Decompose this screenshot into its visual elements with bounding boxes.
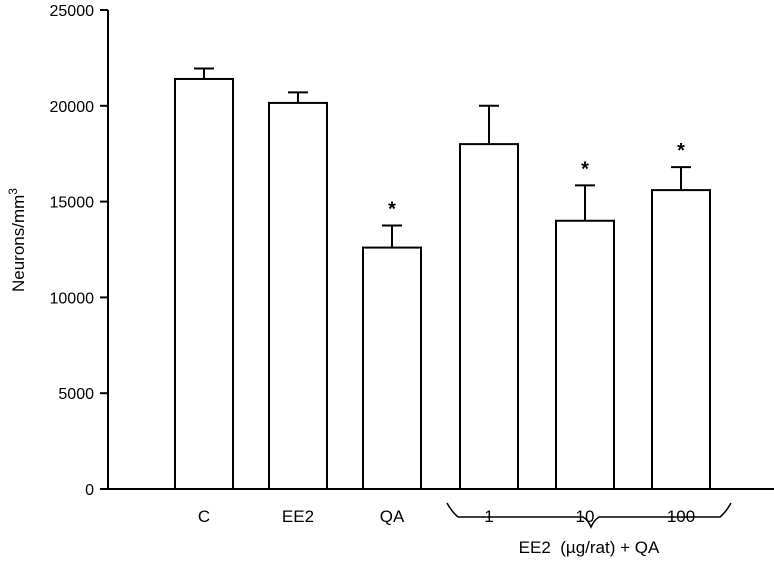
bar-ee2 xyxy=(268,101,328,491)
y-axis-title: Neurons/mm3 xyxy=(6,188,28,292)
x-tick-label: 10 xyxy=(576,507,595,526)
y-axis: 0 5000 10000 15000 20000 25000 xyxy=(50,3,109,499)
y-tick-label: 0 xyxy=(85,482,94,499)
bar-100 xyxy=(651,189,711,490)
y-tick-label: 10000 xyxy=(50,290,95,307)
error-bars-layer xyxy=(194,67,691,248)
significance-marker: * xyxy=(677,140,685,162)
y-axis-title-text: Neurons/mm xyxy=(9,195,28,292)
group-brace xyxy=(446,502,732,529)
x-tick-label: C xyxy=(198,507,210,526)
bars-layer xyxy=(174,77,711,491)
x-tick-label: EE2 xyxy=(282,507,314,526)
x-tick-label: QA xyxy=(380,507,405,526)
bar-qa xyxy=(362,246,422,490)
y-tick-label: 20000 xyxy=(50,99,95,116)
bar-1 xyxy=(459,143,519,490)
y-tick-label: 5000 xyxy=(58,386,94,403)
bar-10 xyxy=(555,219,615,490)
significance-marker: * xyxy=(388,199,396,221)
y-axis-title-superscript: 3 xyxy=(6,188,20,195)
bar-c xyxy=(174,77,234,490)
y-tick-label: 15000 xyxy=(50,195,95,212)
y-tick-label: 25000 xyxy=(50,3,95,20)
significance-marker: * xyxy=(581,158,589,180)
group-label: EE2 (µg/rat) + QA xyxy=(519,538,660,557)
labels-layer: C EE2*QA 1*10*100 xyxy=(198,140,695,526)
